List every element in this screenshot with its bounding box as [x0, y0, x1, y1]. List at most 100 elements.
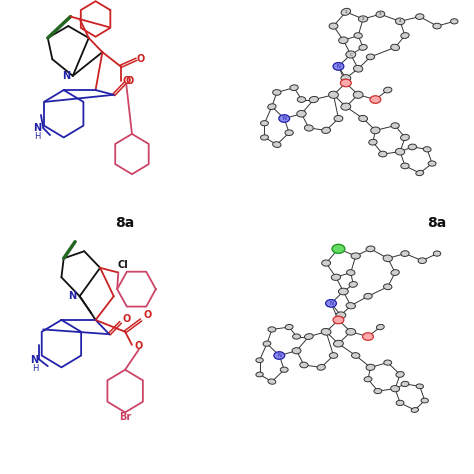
Text: O: O [126, 75, 134, 86]
Ellipse shape [334, 116, 343, 122]
Ellipse shape [384, 360, 392, 365]
Text: H: H [32, 364, 39, 373]
Ellipse shape [290, 85, 298, 91]
Ellipse shape [451, 18, 458, 24]
Text: N: N [277, 353, 281, 358]
Ellipse shape [364, 334, 372, 339]
Ellipse shape [333, 63, 344, 70]
Ellipse shape [421, 398, 428, 403]
Ellipse shape [317, 365, 325, 370]
Ellipse shape [329, 23, 338, 29]
Ellipse shape [331, 274, 341, 281]
Text: N: N [329, 301, 333, 306]
Ellipse shape [268, 327, 276, 332]
Text: Br: Br [119, 412, 131, 422]
Ellipse shape [339, 37, 348, 44]
Ellipse shape [416, 170, 424, 176]
Ellipse shape [321, 328, 331, 335]
Ellipse shape [376, 324, 384, 330]
Ellipse shape [268, 379, 276, 384]
Ellipse shape [346, 302, 356, 309]
Ellipse shape [354, 65, 363, 72]
Ellipse shape [279, 115, 290, 122]
Ellipse shape [292, 348, 301, 354]
Ellipse shape [346, 328, 356, 335]
Text: N: N [30, 355, 39, 365]
Ellipse shape [391, 385, 400, 392]
Ellipse shape [408, 144, 417, 150]
Ellipse shape [428, 161, 436, 166]
Ellipse shape [433, 251, 441, 256]
Ellipse shape [374, 389, 382, 393]
Text: C: C [349, 53, 352, 56]
Ellipse shape [363, 333, 374, 340]
Ellipse shape [416, 384, 423, 389]
Ellipse shape [371, 96, 380, 103]
Ellipse shape [285, 130, 293, 136]
Ellipse shape [261, 135, 268, 140]
Ellipse shape [261, 121, 268, 126]
Text: Cl: Cl [118, 260, 128, 271]
Ellipse shape [364, 293, 372, 299]
Ellipse shape [304, 334, 313, 339]
Ellipse shape [273, 142, 281, 147]
Ellipse shape [332, 245, 345, 253]
Ellipse shape [336, 312, 346, 319]
Ellipse shape [401, 381, 409, 387]
Ellipse shape [396, 372, 404, 377]
Ellipse shape [280, 115, 289, 122]
Ellipse shape [379, 151, 387, 157]
Ellipse shape [334, 63, 343, 70]
Ellipse shape [351, 253, 360, 259]
Ellipse shape [401, 33, 409, 38]
Ellipse shape [416, 14, 424, 19]
Ellipse shape [383, 87, 392, 93]
Ellipse shape [328, 91, 338, 99]
Ellipse shape [263, 341, 271, 346]
Ellipse shape [341, 79, 351, 87]
Ellipse shape [423, 146, 431, 152]
Ellipse shape [401, 251, 409, 256]
Ellipse shape [383, 255, 392, 262]
Ellipse shape [334, 340, 343, 347]
Ellipse shape [297, 97, 306, 102]
Ellipse shape [411, 408, 419, 412]
Text: N: N [33, 123, 41, 133]
Ellipse shape [341, 103, 351, 110]
Ellipse shape [353, 91, 363, 99]
Ellipse shape [401, 163, 409, 169]
Ellipse shape [433, 23, 441, 29]
Ellipse shape [280, 367, 288, 373]
Ellipse shape [340, 79, 351, 87]
Ellipse shape [300, 362, 308, 368]
Text: 4: 4 [399, 19, 401, 23]
Ellipse shape [275, 353, 283, 358]
Ellipse shape [371, 127, 380, 134]
Text: 2: 2 [362, 17, 365, 21]
Ellipse shape [395, 148, 405, 155]
Ellipse shape [391, 270, 399, 275]
Ellipse shape [334, 317, 343, 323]
Ellipse shape [326, 300, 337, 307]
Ellipse shape [309, 96, 319, 103]
Ellipse shape [346, 270, 355, 275]
Text: O: O [122, 75, 130, 86]
Ellipse shape [268, 104, 276, 109]
Text: 1: 1 [345, 10, 347, 14]
Text: 3: 3 [379, 12, 382, 16]
Ellipse shape [369, 139, 377, 145]
Ellipse shape [329, 353, 337, 358]
Ellipse shape [304, 125, 313, 131]
Ellipse shape [285, 324, 293, 330]
Text: O: O [122, 314, 130, 324]
Text: O: O [137, 54, 145, 64]
Ellipse shape [364, 376, 372, 382]
Ellipse shape [401, 134, 410, 141]
Ellipse shape [292, 334, 301, 339]
Ellipse shape [338, 288, 348, 295]
Ellipse shape [418, 258, 427, 264]
Ellipse shape [341, 74, 351, 82]
Ellipse shape [346, 51, 356, 58]
Ellipse shape [396, 400, 404, 405]
Ellipse shape [383, 284, 392, 290]
